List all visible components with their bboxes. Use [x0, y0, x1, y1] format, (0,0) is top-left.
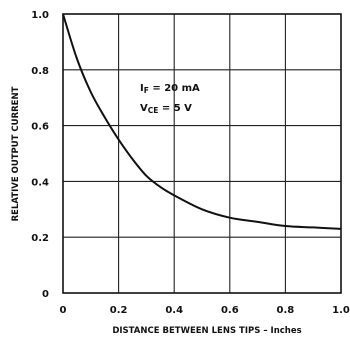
- x-tick-label: 0.2: [110, 305, 128, 316]
- annotation-vce: VCE = 5 V: [140, 103, 192, 115]
- y-tick-label: 0.6: [31, 122, 49, 133]
- y-tick-labels: 0 0.2 0.4 0.6 0.8 1.0: [31, 10, 49, 300]
- plot-frame: [62, 13, 342, 294]
- y-tick-label: 0: [42, 289, 49, 300]
- gridlines: [63, 14, 341, 293]
- series-line: [62, 13, 342, 230]
- x-tick-labels: 0 0.2 0.4 0.6 0.8 1.0: [60, 305, 350, 316]
- y-tick-label: 1.0: [31, 10, 49, 21]
- x-tick-label: 0.8: [277, 305, 295, 316]
- y-axis-label: RELATIVE OUTPUT CURRENT: [11, 86, 21, 221]
- x-axis-label: DISTANCE BETWEEN LENS TIPS – Inches: [112, 326, 301, 336]
- y-tick-label: 0.2: [31, 233, 49, 244]
- x-tick-label: 1.0: [332, 305, 350, 316]
- annotation-if: IF = 20 mA: [140, 83, 200, 95]
- y-tick-label: 0.8: [31, 66, 49, 77]
- x-tick-label: 0.4: [165, 305, 183, 316]
- x-tick-label: 0: [60, 305, 67, 316]
- x-tick-label: 0.6: [221, 305, 239, 316]
- y-tick-label: 0.4: [31, 177, 49, 188]
